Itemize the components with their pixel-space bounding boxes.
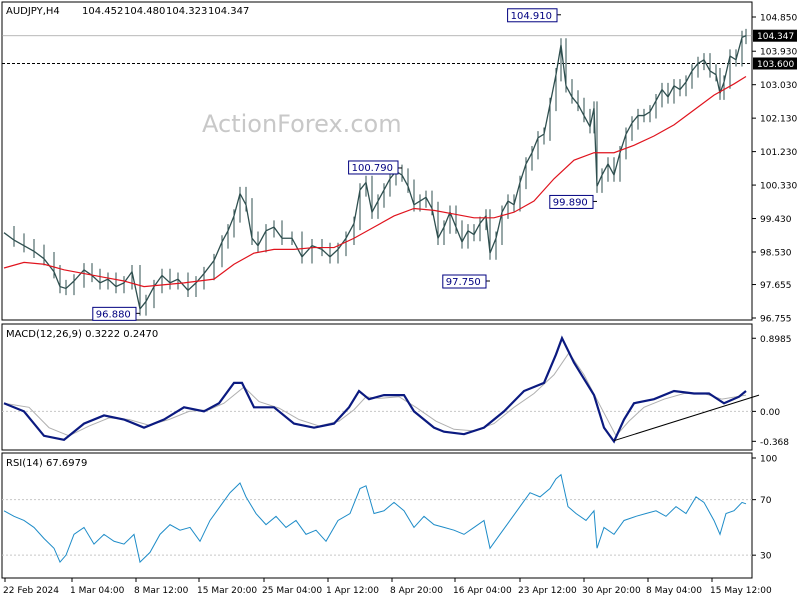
rsi-panel-frame bbox=[1, 452, 753, 579]
swing-label: 99.890 bbox=[553, 197, 588, 208]
x-axis-label: 8 Mar 12:00 bbox=[134, 586, 189, 596]
macd-axis-label: 0.00 bbox=[760, 408, 780, 418]
price-axis-label: 102.130 bbox=[760, 115, 797, 125]
rsi-panel: 100 70 30 bbox=[2, 455, 777, 564]
macd-panel: 0.8985 0.00 -0.368 bbox=[2, 335, 792, 448]
current-price-label: 104.347 bbox=[757, 32, 794, 42]
macd-axis-label: 0.8985 bbox=[760, 335, 792, 345]
x-axis-label: 1 Mar 04:00 bbox=[70, 586, 125, 596]
ohlc-high: 104.480 bbox=[124, 6, 165, 17]
x-axis-label: 16 Apr 04:00 bbox=[453, 586, 512, 596]
price-axis-label: 103.930 bbox=[760, 48, 797, 58]
swing-label: 104.910 bbox=[511, 11, 552, 22]
price-axis-label: 97.655 bbox=[760, 281, 792, 291]
x-axis-label: 1 Apr 12:00 bbox=[326, 586, 379, 596]
swing-label-box bbox=[348, 160, 399, 175]
current-price-box bbox=[753, 29, 797, 42]
main-price-panel: 104.850 103.930 103.030 102.130 101.230 100.3… bbox=[2, 8, 797, 325]
price-axis-label: 103.030 bbox=[760, 81, 797, 91]
swing-label: 100.790 bbox=[352, 163, 393, 174]
price-axis-label: 100.330 bbox=[760, 182, 797, 192]
macd-trendline bbox=[613, 394, 760, 442]
x-axis-label: 15 May 12:00 bbox=[710, 586, 772, 596]
swing-label-box bbox=[92, 306, 137, 321]
rsi-axis-label: 100 bbox=[760, 455, 777, 465]
swing-label-box bbox=[442, 274, 487, 289]
main-panel-frame bbox=[1, 1, 753, 321]
x-axis-label: 8 Apr 20:00 bbox=[390, 586, 443, 596]
x-axis: 22 Feb 2024 1 Mar 04:00 8 Mar 12:00 15 Mar … bbox=[3, 578, 772, 596]
swing-label-box bbox=[507, 8, 558, 23]
x-axis-label: 23 Apr 12:00 bbox=[518, 586, 577, 596]
rsi-line bbox=[3, 473, 747, 564]
ohlc-open: 104.452 bbox=[82, 6, 123, 17]
x-axis-label: 15 Mar 20:00 bbox=[197, 586, 257, 596]
price-axis-label: 98.530 bbox=[760, 249, 792, 259]
price-axis-label: 104.850 bbox=[760, 14, 797, 24]
swing-label: 96.880 bbox=[96, 309, 131, 320]
ohlc-low: 104.323 bbox=[166, 6, 207, 17]
price-axis-label: 96.755 bbox=[760, 315, 792, 325]
level-price-box bbox=[753, 57, 797, 70]
x-axis-label: 8 May 04:00 bbox=[646, 586, 702, 596]
macd-axis-label: -0.368 bbox=[760, 438, 789, 448]
price-axis-label: 99.430 bbox=[760, 215, 792, 225]
macd-label: MACD(12,26,9) 0.3222 0.2470 bbox=[6, 329, 158, 340]
x-axis-label: 22 Feb 2024 bbox=[3, 586, 59, 596]
price-series-line bbox=[3, 35, 747, 311]
price-axis-label: 101.230 bbox=[760, 148, 797, 158]
rsi-axis-label: 30 bbox=[760, 552, 772, 562]
watermark: ActionForex.com bbox=[202, 110, 402, 138]
symbol-label: AUDJPY,H4 bbox=[6, 6, 60, 17]
swing-label: 97.750 bbox=[446, 277, 481, 288]
x-axis-label: 25 Mar 04:00 bbox=[262, 586, 322, 596]
level-price-label: 103.600 bbox=[757, 60, 794, 70]
swing-label-box bbox=[549, 194, 594, 209]
macd-signal-line bbox=[3, 351, 747, 437]
rsi-label: RSI(14) 67.6979 bbox=[6, 458, 87, 469]
macd-line bbox=[3, 335, 747, 444]
rsi-axis-label: 70 bbox=[760, 496, 772, 506]
x-axis-label: 30 Apr 20:00 bbox=[582, 586, 641, 596]
ohlc-close: 104.347 bbox=[208, 6, 249, 17]
macd-panel-frame bbox=[1, 323, 753, 451]
moving-average-line bbox=[3, 75, 747, 288]
